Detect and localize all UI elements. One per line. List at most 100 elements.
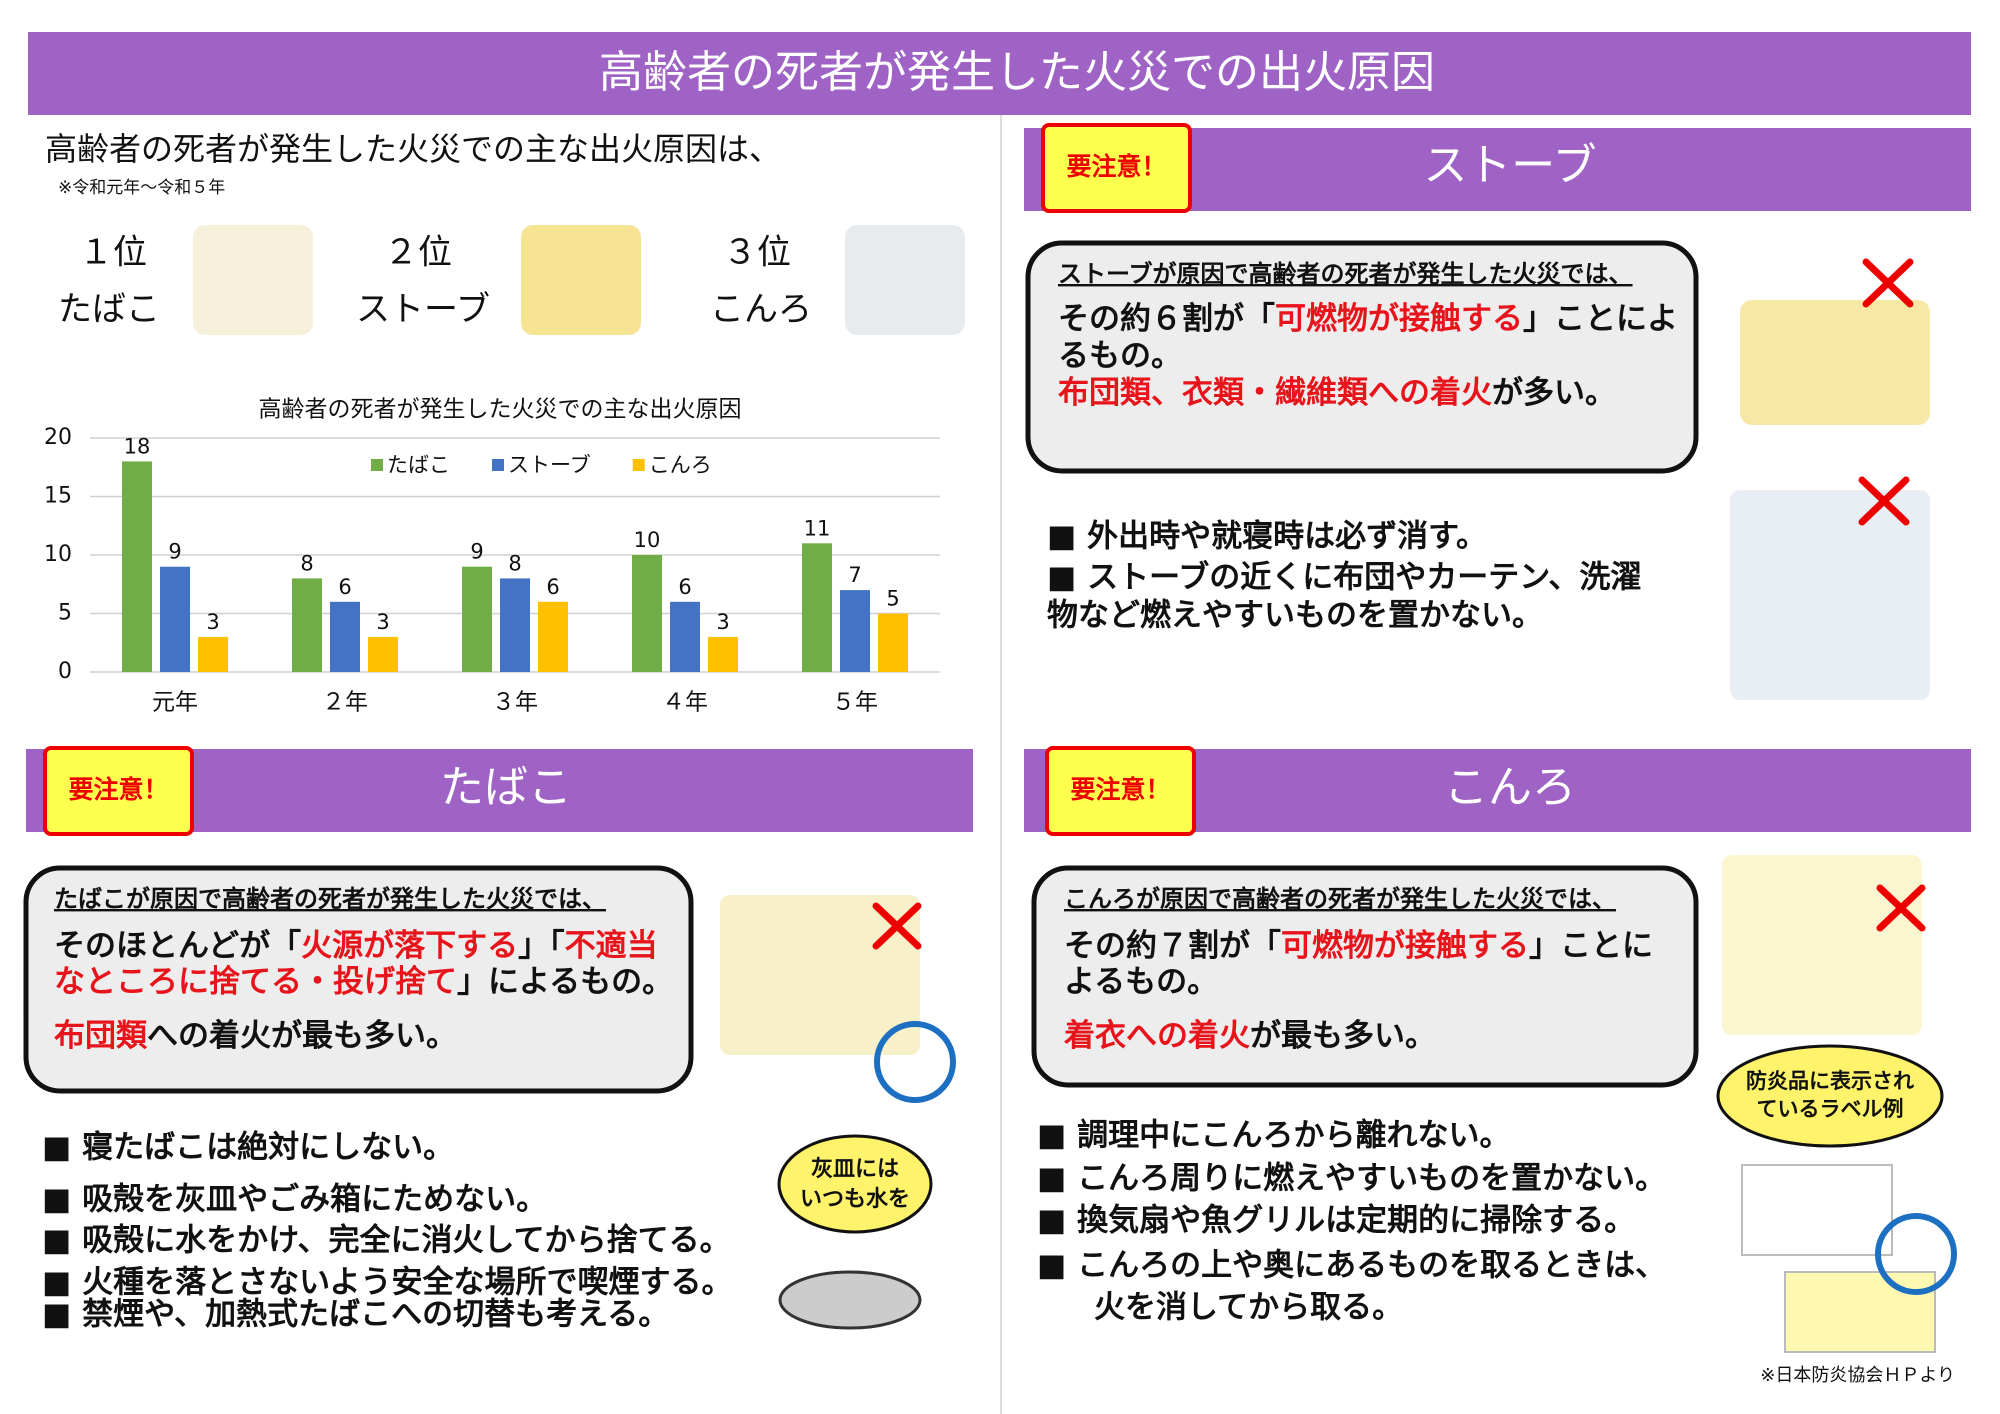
y-tick-label: 0 [58, 659, 72, 684]
data-label: 5 [886, 587, 899, 611]
bullet: ■ 禁煙や、加熱式たばこへの切替も考える。 [42, 1297, 669, 1333]
bar [330, 601, 360, 672]
bullet: ■ ストーブの近くに布団やカーテン、洗濯 [1047, 560, 1641, 596]
rank: ２位 [384, 233, 452, 273]
chart-title: 高齢者の死者が発生した火災での主な出火原因 [259, 397, 742, 423]
y-tick-label: 20 [44, 425, 72, 450]
callout-text: 防炎品に表示され [1746, 1069, 1914, 1093]
callout-text: 灰皿には [811, 1156, 899, 1182]
cross [1876, 884, 1926, 932]
info-line: その約７割が「可燃物が接触する」ことに [1064, 928, 1653, 964]
warning-badge [1045, 746, 1196, 836]
bullet: 火を消してから取る。 [1094, 1290, 1403, 1326]
legend-label: たばこ [387, 453, 450, 477]
data-label: 8 [508, 551, 521, 575]
data-label: 3 [716, 610, 729, 634]
bullet: ■ 調理中にこんろから離れない。 [1037, 1118, 1510, 1154]
section-title: ストーブ [1423, 140, 1596, 191]
bullet: ■ 換気扇や魚グリルは定期的に掃除する。 [1037, 1203, 1635, 1239]
x-tick-label: ４年 [662, 690, 708, 716]
y-tick-label: 5 [58, 601, 72, 626]
bullet: ■ 外出時や就寝時は必ず消す。 [1047, 519, 1487, 555]
info-segment: 」ことに [1529, 928, 1653, 964]
bar [878, 613, 908, 672]
label-sample [1784, 1271, 1936, 1353]
header-bar [28, 32, 1971, 115]
illustrations [720, 258, 1957, 1353]
rank-illustration [521, 225, 641, 335]
cooking-illustration [1722, 855, 1922, 1035]
legend-label: こんろ [649, 453, 712, 477]
info-segment: 布団類、衣類・繊維類への着火 [1058, 375, 1492, 411]
x-tick-label: ２年 [322, 690, 368, 716]
data-label: 9 [470, 540, 483, 564]
intro-text: 高齢者の死者が発生した火災での主な出火原因は、 [45, 130, 781, 168]
info-segment: 着衣への着火 [1063, 1018, 1250, 1054]
rank: １位 [79, 233, 147, 273]
rank-cause: こんろ [710, 290, 812, 330]
rank-cause: ストーブ [356, 290, 490, 330]
info-segment: その約７割が「 [1064, 928, 1281, 964]
info-segment: 可燃物が接触する [1275, 301, 1523, 337]
info-line: そのほとんどが「火源が落下する」「不適当 [54, 928, 658, 964]
y-tick-label: 15 [44, 484, 72, 509]
bar [538, 601, 568, 672]
info-segment: 」によるもの。 [457, 964, 673, 1000]
data-label: 18 [124, 434, 151, 458]
callout-text: いつも水を [800, 1187, 910, 1212]
info-segment: るもの。 [1058, 338, 1182, 374]
info-segment: 」ことによ [1523, 301, 1678, 337]
speech-bubble [777, 1134, 933, 1234]
data-label: 6 [678, 575, 691, 599]
warning-badge-text: 要注意！ [1070, 775, 1170, 804]
x-tick-label: ５年 [832, 690, 878, 716]
bar [462, 566, 492, 672]
callout-text: ているラベル例 [1757, 1097, 1904, 1121]
legend-swatch [492, 459, 504, 471]
bar [368, 636, 398, 672]
x-tick-label: 元年 [152, 690, 198, 716]
circle-mark [874, 1021, 956, 1103]
bullet: ■ こんろの上や奥にあるものを取るときは、 [1037, 1248, 1666, 1284]
info-segment: 不適当 [565, 928, 658, 964]
info-segment: が最も多い。 [1250, 1018, 1436, 1054]
bullet: ■ 吸殻を灰皿やごみ箱にためない。 [42, 1182, 547, 1218]
data-label: 3 [376, 610, 389, 634]
info-segment: 布団類 [54, 1018, 148, 1054]
info-segment: よるもの。 [1064, 964, 1218, 1000]
x-tick-label: ３年 [492, 690, 538, 716]
info-segment: 」「 [518, 928, 565, 964]
label-sample [1741, 1164, 1893, 1256]
y-tick-label: 10 [44, 542, 72, 567]
info-line: 布団類への着火が最も多い。 [54, 1018, 457, 1054]
info-line: 着衣への着火が最も多い。 [1063, 1018, 1436, 1054]
info-segment: が多い。 [1492, 375, 1616, 411]
clothes-illustration [1730, 490, 1930, 700]
data-label: 11 [804, 516, 831, 540]
data-label: 9 [168, 540, 181, 564]
bullet: ■ こんろ周りに燃えやすいものを置かない。 [1037, 1161, 1666, 1197]
bar [292, 578, 322, 672]
data-label: 8 [300, 551, 313, 575]
legend-label: ストーブ [508, 453, 591, 477]
stove-illustration [1740, 300, 1930, 425]
info-segment: なところに捨てる・投げ捨て [54, 964, 457, 1000]
info-line: 布団類、衣類・繊維類への着火が多い。 [1058, 375, 1616, 411]
section-title: こんろ [1444, 762, 1576, 813]
cross-marks [872, 258, 1926, 950]
bar [198, 636, 228, 672]
section-title: たばこ [440, 762, 572, 813]
data-label: 6 [338, 575, 351, 599]
bar [500, 578, 530, 672]
bar [670, 601, 700, 672]
bullet: ■ 吸殻に水をかけ、完全に消火してから捨てる。 [42, 1223, 731, 1259]
bar [632, 555, 662, 672]
warning-badge [43, 746, 194, 836]
info-segment: そのほとんどが「 [54, 928, 301, 964]
bullet: ■ 寝たばこは絶対にしない。 [42, 1130, 454, 1166]
info-lead: たばこが原因で高齢者の死者が発生した火災では、 [54, 885, 606, 913]
rank: ３位 [723, 233, 791, 273]
data-label: 3 [206, 610, 219, 634]
speech-bubble [1716, 1044, 1944, 1148]
